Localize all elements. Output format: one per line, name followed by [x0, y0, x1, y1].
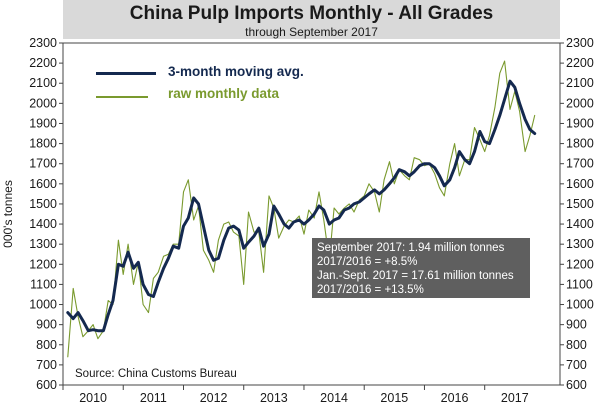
legend-swatch-raw [96, 96, 148, 98]
y-tick-label-right: 600 [566, 378, 587, 392]
x-tick-label: 2013 [260, 391, 288, 405]
x-tick-label: 2016 [441, 391, 469, 405]
y-tick-label-left: 1000 [29, 298, 57, 312]
annotation-line: 2017/2016 = +13.5% [317, 284, 424, 296]
y-tick-label-right: 1500 [566, 197, 594, 211]
legend-swatch-moving-avg [96, 72, 156, 75]
series-line-raw [67, 60, 536, 358]
y-tick-label-left: 2300 [29, 36, 57, 50]
y-tick-label-left: 1800 [29, 137, 57, 151]
y-tick-label-left: 1400 [29, 217, 57, 231]
y-tick-label-right: 2200 [566, 56, 594, 70]
x-tick-label: 2010 [79, 391, 107, 405]
y-tick-label-left: 600 [36, 378, 57, 392]
x-tick-label: 2015 [380, 391, 408, 405]
title-banner: China Pulp Imports Monthly - All Grades … [63, 0, 560, 39]
y-tick-label-right: 1100 [566, 277, 593, 291]
y-tick-label-left: 2100 [29, 76, 57, 90]
y-tick-label-right: 1700 [566, 157, 594, 171]
y-tick-label-right: 1200 [566, 257, 594, 271]
chart-subtitle: through September 2017 [245, 25, 378, 39]
series-line-moving-avg [66, 79, 537, 333]
chart-title: China Pulp Imports Monthly - All Grades [129, 3, 494, 24]
y-axis-label: 000's tonnes [1, 180, 15, 248]
y-tick-label-left: 2200 [29, 56, 57, 70]
y-tick-label-right: 800 [566, 338, 587, 352]
y-tick-label-right: 2000 [566, 96, 594, 110]
y-tick-label-left: 2000 [29, 96, 57, 110]
y-tick-label-left: 1500 [29, 197, 57, 211]
y-tick-label-left: 800 [36, 338, 57, 352]
legend-label-raw: raw monthly data [168, 86, 280, 101]
y-tick-label-right: 1400 [566, 217, 594, 231]
y-tick-label-left: 900 [36, 318, 57, 332]
y-tick-label-left: 700 [36, 358, 57, 372]
y-tick-label-left: 1900 [29, 116, 57, 130]
annotation-box: September 2017: 1.94 million tonnes 2017… [312, 238, 530, 298]
annotation-line: Jan.-Sept. 2017 = 17.61 million tonnes [317, 270, 514, 282]
y-tick-label-right: 1600 [566, 177, 594, 191]
annotation-line: 2017/2016 = +8.5% [317, 256, 418, 268]
y-tick-label-left: 1700 [29, 157, 57, 171]
y-tick-label-right: 2300 [566, 36, 594, 50]
y-tick-label-left: 1600 [29, 177, 57, 191]
y-tick-label-left: 1100 [30, 277, 57, 291]
annotation-line: September 2017: 1.94 million tonnes [317, 242, 505, 254]
source-note: Source: China Customs Bureau [75, 368, 237, 380]
y-tick-label-right: 1000 [566, 298, 594, 312]
x-tick-label: 2012 [200, 391, 228, 405]
y-tick-label-left: 1300 [29, 237, 57, 251]
x-tick-label: 2011 [140, 391, 167, 405]
y-tick-label-right: 1900 [566, 116, 594, 130]
y-tick-label-right: 2100 [566, 76, 594, 90]
x-tick-label: 2014 [320, 391, 348, 405]
y-tick-label-right: 1800 [566, 137, 594, 151]
x-tick-label: 2017 [501, 391, 529, 405]
legend-label-moving-avg: 3-month moving avg. [168, 64, 304, 79]
y-tick-label-right: 700 [566, 358, 587, 372]
y-tick-label-left: 1200 [29, 257, 57, 271]
y-tick-label-right: 1300 [566, 237, 594, 251]
plot-frame [62, 42, 561, 386]
y-tick-label-right: 900 [566, 318, 587, 332]
